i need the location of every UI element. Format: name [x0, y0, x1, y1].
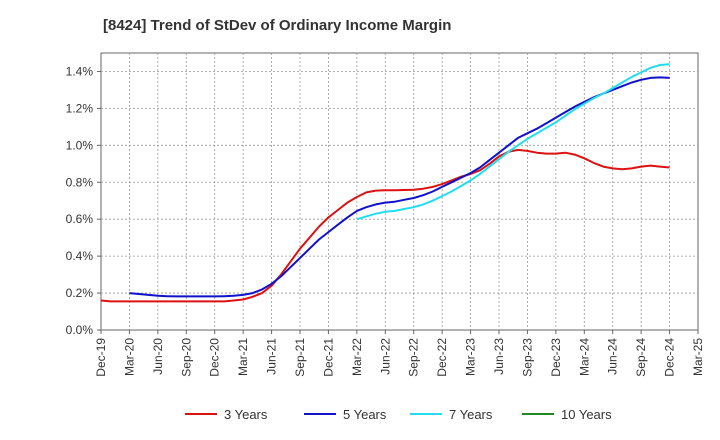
y-tick-label: 1.0%: [66, 138, 94, 152]
series-lines: [100, 63, 670, 303]
x-tick-label: Mar-21: [236, 338, 250, 376]
x-tick-label: Sep-23: [520, 338, 534, 377]
y-tick-label: 0.0%: [66, 323, 94, 337]
x-tick-label: Dec-21: [321, 338, 335, 377]
grid-lines: [101, 53, 698, 330]
y-tick-label: 0.4%: [66, 249, 94, 263]
x-tick-label: Sep-24: [634, 338, 648, 377]
x-tick-label: Dec-20: [208, 338, 222, 377]
x-tick-label: Mar-22: [350, 338, 364, 376]
x-tick-label: Jun-20: [151, 338, 165, 375]
plot-frame: [100, 52, 699, 331]
x-axis: Dec-19 Mar-20 Jun-20 Sep-20 Dec-20 Mar-21 Jun-…: [94, 330, 705, 377]
x-tick-label: Sep-22: [407, 338, 421, 377]
x-tick-label: Jun-22: [378, 338, 392, 375]
x-tick-label: Mar-20: [122, 338, 136, 376]
y-tick-label: 1.2%: [66, 101, 94, 115]
legend-label: 3 Years: [224, 407, 268, 422]
x-tick-label: Dec-19: [94, 338, 108, 377]
x-tick-label: Jun-21: [265, 338, 279, 375]
x-tick-label: Dec-23: [549, 338, 563, 377]
x-tick-label: Mar-24: [577, 338, 591, 376]
legend: 3 Years 5 Years 7 Years 10 Years: [185, 407, 612, 422]
series-line: [129, 76, 670, 298]
x-tick-label: Dec-24: [663, 338, 677, 377]
series-line: [356, 63, 670, 221]
x-tick-label: Mar-23: [464, 338, 478, 376]
x-tick-label: Sep-21: [293, 338, 307, 377]
chart-title: [8424] Trend of StDev of Ordinary Income…: [103, 17, 451, 34]
legend-label: 7 Years: [449, 407, 493, 422]
plot-area: [100, 52, 699, 331]
y-tick-label: 0.6%: [66, 212, 94, 226]
y-tick-label: 0.2%: [66, 286, 94, 300]
y-tick-label: 0.8%: [66, 175, 94, 189]
x-tick-label: Mar-25: [691, 338, 705, 376]
x-tick-label: Jun-23: [492, 338, 506, 375]
legend-label: 10 Years: [561, 407, 612, 422]
legend-label: 5 Years: [343, 407, 387, 422]
x-tick-label: Sep-20: [179, 338, 193, 377]
y-axis: 0.0% 0.2% 0.4% 0.6% 0.8% 1.0% 1.2% 1.4%: [66, 64, 101, 337]
x-tick-label: Jun-24: [606, 338, 620, 375]
x-tick-label: Dec-22: [435, 338, 449, 377]
series-line: [100, 148, 670, 303]
y-tick-label: 1.4%: [66, 64, 94, 78]
